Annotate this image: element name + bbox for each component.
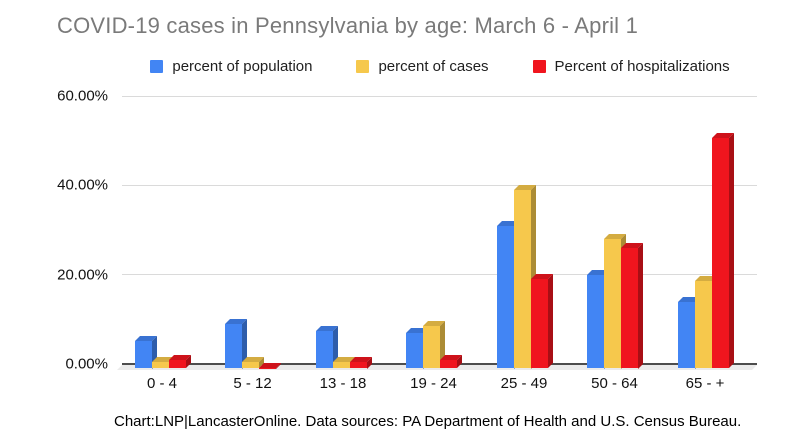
bar-percent-of-hospitalizations-13-18 bbox=[349, 356, 372, 369]
bar-percent-of-hospitalizations-19-24 bbox=[440, 355, 462, 369]
bar-face bbox=[547, 274, 553, 369]
bar-percent-of-population-25-49 bbox=[496, 220, 519, 369]
x-axis-category-label: 25 - 49 bbox=[500, 374, 548, 392]
bar-face bbox=[728, 133, 734, 369]
bar-percent-of-cases-0-4 bbox=[151, 357, 174, 369]
bar-face bbox=[621, 247, 638, 369]
bar-face bbox=[332, 362, 350, 369]
bar-percent-of-population-50-64 bbox=[587, 269, 609, 369]
legend-label-hospitalizations: Percent of hospitalizations bbox=[554, 57, 730, 75]
legend-label-population: percent of population bbox=[172, 57, 313, 75]
bar-percent-of-hospitalizations-5-12 bbox=[259, 362, 281, 369]
bar-face bbox=[168, 360, 186, 369]
bar-percent-of-cases-25-49 bbox=[513, 184, 536, 369]
bar-percent-of-cases-19-24 bbox=[423, 321, 445, 369]
bar-face bbox=[711, 138, 729, 369]
y-axis-tick-label: 60.00% bbox=[57, 87, 108, 105]
legend-swatch-hospitalizations bbox=[532, 59, 546, 73]
chart-title: COVID-19 cases in Pennsylvania by age: M… bbox=[57, 13, 639, 38]
x-axis-category-label: 65 - + bbox=[685, 374, 725, 392]
x-axis-category-label: 0 - 4 bbox=[146, 374, 177, 392]
bar-face bbox=[423, 326, 440, 369]
gridline-40 bbox=[122, 184, 757, 186]
legend-label-cases: percent of cases bbox=[378, 57, 489, 75]
bar-face bbox=[530, 279, 548, 369]
x-axis-category-label: 13 - 18 bbox=[319, 374, 367, 392]
source-note: Chart:LNP|LancasterOnline. Data sources:… bbox=[114, 413, 742, 430]
gridline-20 bbox=[122, 274, 757, 276]
y-axis-tick-label: 0.00% bbox=[65, 355, 108, 373]
bar-face bbox=[349, 361, 367, 369]
x-axis-category-label: 19 - 24 bbox=[410, 374, 457, 392]
bar-face bbox=[151, 362, 169, 369]
bar-face bbox=[638, 242, 643, 369]
legend-item-percent-of-population: percent of population bbox=[150, 58, 312, 75]
bar-face bbox=[259, 367, 276, 369]
legend-swatch-cases bbox=[356, 59, 370, 73]
bar-face bbox=[513, 189, 531, 369]
legend-item-percent-of-hospitalizations: Percent of hospitalizations bbox=[532, 57, 730, 75]
x-axis-category-label: 50 - 64 bbox=[591, 374, 638, 392]
bar-percent-of-population-65-+ bbox=[677, 296, 700, 369]
bar-face bbox=[677, 301, 695, 369]
bar-percent-of-cases-65-+ bbox=[694, 276, 717, 369]
y-axis-tick-label: 20.00% bbox=[57, 266, 108, 284]
legend-swatch-population bbox=[150, 59, 164, 73]
legend-item-percent-of-cases: percent of cases bbox=[356, 57, 489, 75]
legend: percent of population percent of cases P… bbox=[40, 57, 800, 75]
bar-percent-of-cases-13-18 bbox=[332, 357, 355, 369]
bar-percent-of-hospitalizations-65-+ bbox=[711, 133, 734, 369]
bar-percent-of-hospitalizations-50-64 bbox=[621, 242, 643, 369]
bar-percent-of-population-5-12 bbox=[225, 318, 247, 369]
bar-face bbox=[406, 332, 423, 369]
bar-face bbox=[496, 225, 514, 369]
bar-face bbox=[604, 238, 621, 369]
y-axis-tick-label: 40.00% bbox=[57, 176, 108, 194]
bar-face bbox=[134, 340, 152, 369]
bar-face bbox=[440, 360, 457, 369]
bar-percent-of-population-0-4 bbox=[134, 335, 157, 369]
bar-face bbox=[242, 362, 259, 369]
bar-face bbox=[225, 323, 242, 369]
bar-percent-of-hospitalizations-25-49 bbox=[530, 274, 553, 369]
bar-percent-of-population-13-18 bbox=[315, 326, 338, 369]
bar-percent-of-cases-5-12 bbox=[242, 357, 264, 369]
bar-face bbox=[315, 331, 333, 369]
gridline-60 bbox=[122, 95, 757, 97]
bar-percent-of-population-19-24 bbox=[406, 327, 428, 369]
bar-percent-of-hospitalizations-0-4 bbox=[168, 355, 191, 369]
bar-face bbox=[587, 274, 604, 369]
bar-percent-of-cases-50-64 bbox=[604, 233, 626, 369]
bar-face bbox=[694, 281, 712, 369]
x-axis-category-label: 5 - 12 bbox=[233, 374, 272, 392]
